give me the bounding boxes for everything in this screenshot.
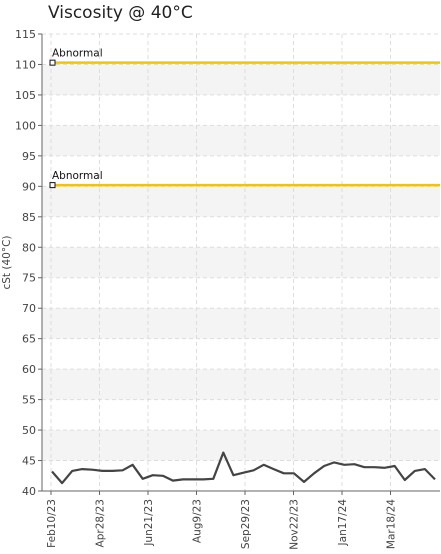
grid-band [42,369,440,400]
y-tick-label: 110 [15,58,36,71]
y-tick-label: 90 [22,180,36,193]
x-tick-label: Feb10/23 [46,499,58,548]
y-tick-label: 50 [22,424,36,437]
threshold-marker [49,182,56,189]
y-tick-label: 85 [22,211,36,224]
y-tick-label: 70 [22,302,36,315]
y-tick-label: 100 [15,119,36,132]
y-tick-label: 75 [22,272,36,285]
x-tick-label: Nov22/23 [289,499,301,550]
x-tick-label: Jun21/23 [143,499,155,547]
y-tick-label: 105 [15,89,36,102]
y-tick-label: 65 [22,333,36,346]
y-tick-label: 115 [15,28,36,41]
y-tick-label: 60 [22,363,36,376]
y-tick-label: 80 [22,241,36,254]
y-tick-label: 95 [22,150,36,163]
x-tick-label: Mar18/24 [386,499,398,549]
x-tick-label: Apr28/23 [95,499,107,547]
threshold-marker [49,59,56,66]
y-tick-label: 45 [22,455,36,468]
threshold-label: Abnormal [52,48,103,60]
y-axis-label: cSt (40°C) [1,235,13,289]
grid-band [42,64,440,95]
grid-band [42,186,440,217]
y-tick-label: 55 [22,394,36,407]
grid-band [42,125,440,156]
y-tick-label: 40 [22,485,36,498]
grid-band [42,247,440,278]
grid-band [42,430,440,461]
threshold-label: Abnormal [52,170,103,182]
x-tick-label: Jan17/24 [337,499,349,547]
grid-band [42,308,440,339]
series-line [51,451,436,485]
x-tick-label: Aug9/23 [192,499,204,543]
chart-title: Viscosity @ 40°C [48,3,193,23]
x-tick-label: Sep29/23 [240,499,252,549]
